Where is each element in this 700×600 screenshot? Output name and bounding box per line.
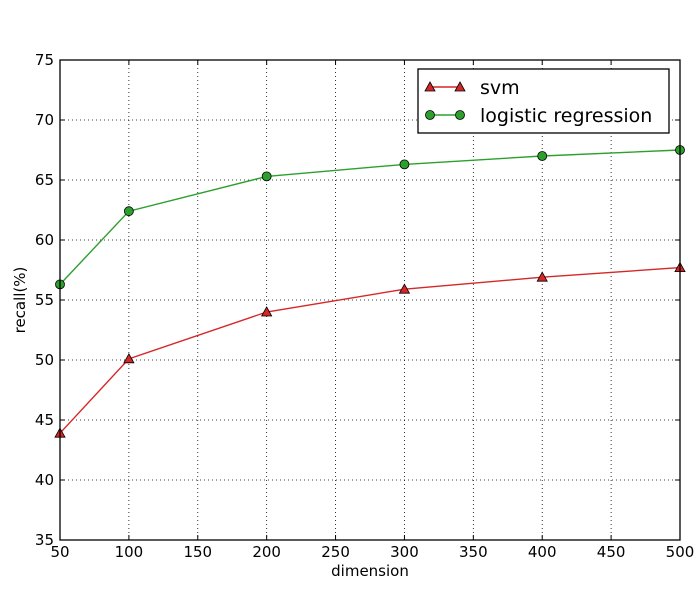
y-tick-label: 45	[35, 411, 54, 429]
data-point	[261, 171, 272, 182]
legend-entry: logistic regression	[425, 105, 652, 127]
series-logistic-regression	[55, 145, 685, 290]
data-point	[536, 271, 548, 282]
x-tick-label: 200	[252, 543, 281, 561]
data-point	[399, 159, 410, 170]
y-tick-label: 35	[35, 531, 54, 549]
x-tick-label: 150	[183, 543, 212, 561]
legend-box	[417, 68, 670, 134]
x-tick-label: 400	[528, 543, 557, 561]
x-tick-label: 350	[459, 543, 488, 561]
legend-label: logistic regression	[480, 105, 652, 127]
y-tick-label: 50	[35, 351, 54, 369]
legend-marker	[425, 110, 435, 120]
series-svm	[54, 261, 686, 438]
y-tick-label: 65	[35, 171, 54, 189]
x-tick-label: 250	[321, 543, 350, 561]
plot-series	[54, 145, 686, 438]
legend: svm logistic regression	[417, 68, 670, 134]
legend-label: svm	[480, 77, 520, 99]
x-axis-title: dimension	[331, 562, 409, 580]
series-line	[59, 149, 681, 285]
x-tick-label: 50	[50, 543, 69, 561]
legend-marker	[454, 81, 466, 92]
legend-marker	[455, 110, 465, 120]
x-tick-label: 300	[390, 543, 419, 561]
y-axis-title: recall(%)	[11, 267, 29, 334]
data-point	[537, 151, 548, 161]
data-point	[123, 206, 134, 217]
y-tick-label: 60	[35, 231, 54, 249]
x-tick-label: 500	[666, 543, 695, 561]
y-tick-label: 40	[35, 471, 54, 489]
x-tick-label: 100	[115, 543, 144, 561]
axis-ticks: 50 100 150 200 250 300 350 400 450 500 35 40 45 50 55 6…	[35, 51, 694, 561]
y-tick-label: 55	[35, 291, 54, 309]
data-point	[123, 352, 135, 364]
legend-entry: svm	[424, 77, 520, 99]
legend-marker	[424, 81, 436, 92]
y-tick-label: 70	[35, 111, 54, 129]
data-point	[398, 283, 411, 294]
series-line	[59, 266, 681, 434]
data-point	[260, 306, 273, 317]
y-tick-label: 75	[35, 51, 54, 69]
x-tick-label: 450	[597, 543, 626, 561]
